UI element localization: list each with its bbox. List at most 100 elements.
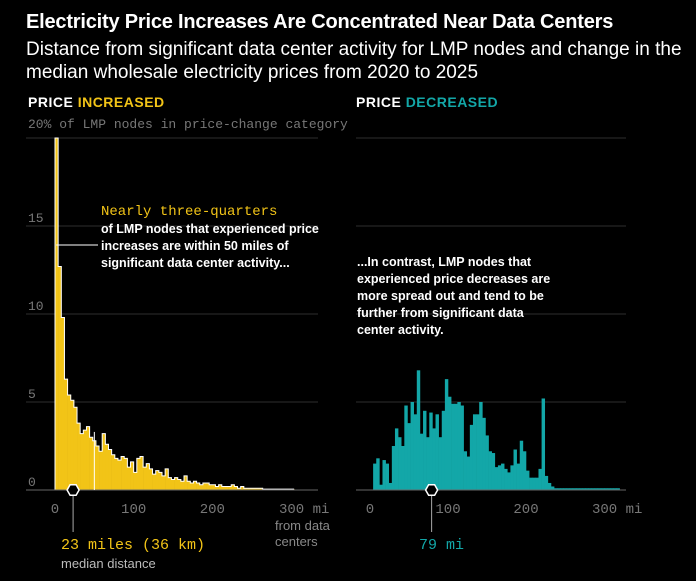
bar-increase — [86, 426, 90, 490]
x-tick-label: 300 mi — [592, 502, 642, 518]
bar-decrease — [419, 433, 424, 490]
bar-decrease — [594, 488, 599, 490]
panel-label-prefix: PRICE — [356, 94, 402, 110]
bar-decrease — [410, 402, 414, 490]
bar-decrease — [441, 410, 446, 490]
bar-increase — [221, 486, 226, 490]
bar-increase — [224, 486, 229, 490]
bar-increase — [130, 461, 134, 490]
bar-decrease — [451, 403, 455, 490]
bar-increase — [61, 317, 65, 490]
annotation-increase-text: of LMP nodes that experienced price incr… — [101, 222, 319, 270]
bar-increase — [139, 456, 144, 490]
bar-decrease — [569, 488, 574, 490]
bar-decrease — [535, 477, 539, 490]
bar-decrease — [547, 482, 552, 490]
bar-decrease — [391, 446, 396, 490]
bar-increase — [180, 481, 185, 490]
bar-increase — [149, 468, 153, 490]
bar-decrease — [557, 488, 561, 490]
bar-increase — [237, 488, 241, 490]
bar-decrease — [507, 472, 511, 490]
bar-decrease — [460, 405, 464, 490]
bar-increase — [73, 407, 78, 490]
bar-increase — [83, 430, 87, 490]
bar-increase — [212, 484, 216, 490]
median-value-increase: 23 miles (36 km) — [61, 537, 206, 554]
bar-decrease — [491, 453, 496, 490]
bar-increase — [193, 481, 197, 490]
bar-increase — [243, 488, 248, 490]
bar-decrease — [550, 486, 555, 490]
bar-decrease — [394, 428, 399, 490]
bar-decrease — [376, 458, 380, 490]
bar-increase — [231, 484, 235, 490]
bar-increase — [64, 379, 68, 490]
bar-increase — [108, 449, 112, 490]
x-axis-note: from data centers — [275, 518, 330, 549]
bar-decrease — [469, 424, 474, 490]
bar-decrease — [529, 477, 533, 490]
bar-increase — [127, 467, 131, 490]
bar-increase — [215, 486, 219, 490]
bar-decrease — [438, 437, 443, 490]
bar-increase — [111, 454, 116, 490]
bar-decrease — [513, 449, 517, 490]
bar-increase — [187, 481, 191, 490]
bar-decrease — [432, 428, 436, 490]
bar-decrease — [398, 437, 402, 490]
bar-decrease — [488, 451, 492, 490]
bar-increase — [218, 484, 223, 490]
bar-increase — [253, 488, 257, 490]
median-label-increase: median distance — [61, 556, 156, 571]
bar-decrease — [448, 396, 452, 490]
bar-decrease — [379, 484, 383, 490]
bar-increase — [58, 266, 62, 490]
bar-increase — [95, 446, 100, 490]
bar-decrease — [454, 403, 458, 490]
bar-decrease — [522, 451, 527, 490]
bar-decrease — [554, 488, 558, 490]
chart-subtitle: Distance from significant data center ac… — [26, 39, 682, 83]
median-value-decrease: 79 mi — [419, 537, 465, 554]
bar-increase — [89, 437, 94, 490]
bar-decrease — [373, 463, 377, 490]
bar-decrease — [407, 423, 411, 490]
bar-decrease — [532, 477, 536, 490]
bar-decrease — [404, 405, 408, 490]
bar-increase — [190, 482, 194, 490]
panel-label-prefix: PRICE — [28, 94, 74, 110]
bar-increase — [152, 474, 156, 490]
bar-decrease — [600, 488, 605, 490]
bar-decrease — [563, 488, 567, 490]
bar-increase — [174, 477, 179, 490]
bar-decrease — [582, 488, 586, 490]
median-marker — [66, 484, 80, 496]
bar-decrease — [604, 488, 608, 490]
bar-increase — [114, 458, 119, 490]
bar-decrease — [597, 488, 602, 490]
bar-decrease — [504, 468, 508, 490]
x-tick-label: 200 — [513, 502, 538, 518]
bar-decrease — [382, 460, 386, 490]
bar-decrease — [575, 488, 580, 490]
bar-increase — [124, 458, 128, 490]
panel-label-increase: PRICE INCREASED — [28, 94, 165, 110]
bar-increase — [161, 475, 166, 490]
bar-decrease — [497, 465, 502, 490]
bar-increase — [70, 400, 75, 490]
panel-label-accent: DECREASED — [405, 94, 499, 110]
bar-increase — [184, 475, 188, 490]
panel-label-decrease: PRICE DECREASED — [356, 94, 498, 110]
x-tick-label: 300 mi — [279, 502, 329, 518]
bar-increase — [165, 468, 169, 490]
bar-increase — [77, 423, 81, 490]
bar-increase — [206, 482, 210, 490]
bar-decrease — [385, 463, 390, 490]
bar-increase — [199, 484, 204, 490]
bar-increase — [250, 488, 254, 490]
bar-decrease — [610, 488, 614, 490]
bar-decrease — [526, 470, 530, 490]
bar-decrease — [413, 414, 418, 490]
y-tick-label: 5 — [28, 387, 36, 402]
